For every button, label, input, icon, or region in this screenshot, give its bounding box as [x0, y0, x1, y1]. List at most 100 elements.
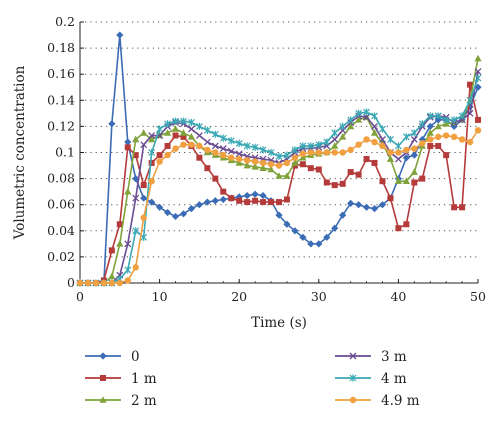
data-point-circle [156, 158, 163, 165]
data-point-diamond [275, 211, 283, 219]
data-point-diamond [323, 233, 331, 241]
y-tick-label: 0.08 [47, 171, 75, 186]
data-point-square [236, 197, 243, 204]
data-point-square [148, 159, 155, 166]
data-point-circle [275, 162, 283, 169]
data-point-x [195, 132, 203, 139]
data-point-circle [140, 214, 147, 221]
data-point-square [204, 165, 211, 172]
data-point-star [211, 130, 219, 138]
legend-item: 0 [85, 349, 140, 365]
data-point-square [276, 199, 282, 206]
data-point-square [132, 152, 139, 159]
data-point-circle [283, 159, 291, 167]
y-tick-label: 0 [67, 275, 75, 290]
data-point-circle [196, 142, 203, 150]
data-point-star [474, 74, 482, 82]
data-point-square [164, 142, 171, 149]
data-point-triangle [331, 142, 339, 149]
data-point-diamond [203, 198, 211, 206]
data-point-square [467, 81, 474, 88]
data-point-diamond [307, 240, 315, 248]
data-point-triangle [140, 129, 148, 136]
data-point-diamond [179, 210, 188, 218]
data-point-square [371, 159, 378, 166]
data-point-triangle [132, 135, 140, 143]
legend-item: 1 m [85, 371, 157, 387]
data-point-square [172, 132, 179, 139]
data-point-x [331, 135, 339, 143]
data-point-circle [100, 279, 108, 287]
x-tick-label: 10 [152, 289, 168, 304]
data-point-star [418, 120, 426, 128]
data-point-x [211, 142, 219, 150]
data-point-star [188, 118, 195, 127]
data-point-diamond [99, 352, 107, 360]
data-point-diamond [187, 205, 196, 213]
data-point-diamond [434, 116, 442, 124]
data-point-square [363, 156, 370, 163]
x-tick-label: 20 [231, 289, 247, 304]
data-point-square [108, 247, 115, 254]
data-point-circle [164, 151, 171, 159]
data-point-star [291, 146, 299, 154]
data-point-triangle [347, 122, 355, 130]
data-point-circle [76, 279, 84, 287]
data-point-star [466, 96, 474, 104]
data-point-square [228, 195, 235, 202]
data-point-square [212, 175, 219, 182]
data-point-diamond [132, 175, 140, 183]
data-point-circle [419, 140, 426, 147]
data-point-diamond [124, 138, 132, 146]
data-point-star [379, 125, 386, 133]
data-point-diamond [418, 135, 426, 144]
data-point-circle [236, 155, 243, 163]
series-line [80, 83, 479, 284]
data-point-circle [371, 138, 378, 146]
data-point-circle [355, 141, 362, 148]
data-point-star [219, 134, 227, 142]
data-point-star [283, 151, 291, 159]
data-point-triangle [163, 129, 172, 136]
data-point-star [410, 129, 418, 137]
data-point-square [379, 178, 386, 185]
data-point-circle [450, 133, 458, 141]
legend-item: 3 m [335, 349, 407, 365]
data-point-triangle [116, 240, 124, 247]
data-point-circle [108, 279, 116, 287]
y-tick-label: 0.14 [47, 92, 75, 107]
data-point-square [307, 165, 314, 172]
data-point-diamond [402, 154, 410, 162]
data-point-square [331, 182, 338, 189]
data-point-square [100, 375, 106, 381]
data-point-diamond [219, 195, 227, 204]
data-point-circle [347, 146, 354, 154]
data-point-star [371, 112, 378, 120]
data-point-star [203, 126, 211, 134]
data-point-circle [466, 138, 474, 146]
data-point-diamond [378, 201, 387, 209]
data-point-square [403, 221, 410, 228]
data-point-triangle [402, 177, 410, 185]
data-point-star [251, 143, 259, 151]
data-point-star [363, 108, 370, 116]
data-point-star [426, 112, 434, 120]
data-point-diamond [163, 208, 172, 217]
data-point-triangle [386, 155, 395, 162]
data-point-circle [188, 141, 195, 148]
data-point-square [244, 199, 251, 206]
data-point-circle [212, 149, 219, 156]
data-point-square [315, 166, 322, 173]
y-tick-label: 0.02 [47, 249, 75, 264]
data-point-diamond [291, 227, 299, 235]
data-point-diamond [116, 31, 124, 39]
data-point-star [299, 142, 307, 150]
tick-labels: 0 0.02 0.04 0.06 0.08 0.1 0.12 0.14 0.16 0.18 0.2 0… [47, 14, 486, 304]
data-point-circle [379, 142, 386, 150]
data-point-star [164, 120, 171, 128]
legend-item: 4 m [335, 371, 407, 387]
data-point-circle [92, 279, 100, 287]
data-point-x [371, 122, 378, 130]
data-point-circle [299, 150, 307, 158]
data-point-circle [331, 149, 338, 156]
